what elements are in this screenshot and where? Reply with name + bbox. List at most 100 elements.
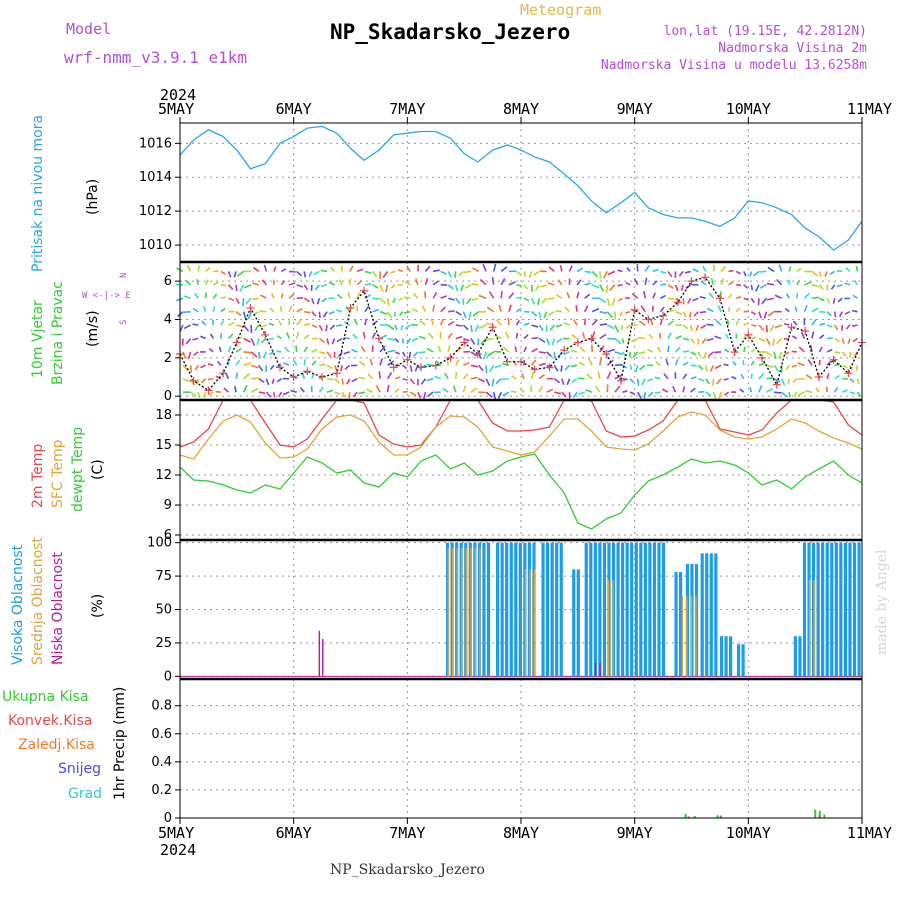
wind-barb (262, 351, 268, 359)
y-tick-label: 9 (164, 498, 172, 513)
wind-barb (740, 373, 745, 380)
wind-barb (402, 364, 408, 370)
wind-barb (187, 351, 192, 360)
wind-barb (667, 320, 674, 326)
wind-barb (486, 351, 495, 357)
y-tick-label: 0.8 (151, 699, 172, 714)
wind-barb (655, 361, 661, 366)
cloud-bar (741, 644, 745, 677)
wind-barb (265, 391, 272, 398)
wind-barb (418, 335, 426, 340)
x-tick-label-bottom: 9MAY (617, 824, 653, 842)
wind-barb (554, 391, 562, 395)
wind-barb (660, 283, 667, 286)
wind-barb (617, 269, 623, 273)
wind-barb (462, 311, 467, 319)
wind-barb (706, 337, 714, 342)
wind-barb (466, 297, 472, 305)
wind-barb (265, 378, 270, 386)
cloud-bar (678, 572, 683, 677)
wind-barb (851, 309, 858, 313)
wind-barb (759, 284, 767, 289)
wind-barb (227, 284, 234, 290)
wind-barb (424, 265, 431, 272)
wind-barb (360, 345, 366, 353)
wind-barb (773, 378, 781, 383)
wind-barb (253, 266, 260, 273)
wind-barb (243, 362, 252, 367)
wind-barb (243, 351, 252, 354)
wind-barb (743, 284, 749, 289)
wind-barb (717, 305, 722, 313)
wind-barb (352, 333, 358, 340)
wind-barb (538, 373, 546, 380)
wind-barb (682, 324, 689, 330)
wind-barb (414, 365, 419, 372)
wind-barb (621, 351, 627, 357)
wind-barb (727, 293, 733, 299)
wind-barb (406, 338, 412, 345)
wind-barb (220, 270, 226, 275)
wind-barb (369, 358, 374, 366)
cloud-bar (550, 542, 554, 677)
wind-barb (620, 324, 624, 331)
wind-barb (296, 284, 304, 288)
wind-barb (784, 307, 790, 313)
wind-barb (619, 311, 624, 317)
cloud-bar (584, 542, 588, 677)
wind-barb (182, 364, 189, 372)
wind-barb (220, 320, 225, 326)
wind-barb (356, 292, 361, 299)
wind-barb (682, 361, 689, 367)
precip-bar (814, 809, 817, 818)
wind-barb (693, 311, 699, 317)
wind-barb (502, 346, 510, 353)
wind-barb (720, 265, 727, 272)
wind-barb (336, 337, 343, 343)
wind-barb (243, 284, 252, 289)
wind-barb (296, 270, 303, 277)
wind-barb (258, 364, 264, 372)
wind-barb (803, 292, 810, 299)
wind-barb (409, 378, 415, 385)
wind-barb (834, 351, 841, 354)
wind-barb (367, 373, 374, 380)
wind-barb (404, 324, 411, 330)
precip-bar (684, 813, 687, 818)
footer-station: NP_Skadarsko_Jezero (330, 862, 485, 878)
wind-barb (826, 348, 833, 353)
precip-legend-conv: Konvek.Kisa (8, 713, 92, 729)
wind-barb (514, 346, 518, 353)
precip-bar (823, 814, 826, 818)
cloud-bar (857, 542, 861, 677)
wind-barb (682, 386, 686, 393)
lonlat-text: lon,lat (19.15E, 42.2812N) (663, 24, 868, 39)
wind-barb (530, 297, 536, 305)
wind-barb (500, 278, 506, 286)
wind-barb (692, 297, 699, 302)
wind-barb (470, 324, 473, 333)
wind-barb (847, 338, 851, 344)
wind-barb (667, 345, 670, 353)
wind-barb (387, 349, 396, 353)
wind-barb (341, 378, 344, 385)
wind-barb (573, 319, 578, 326)
wind-barb (515, 332, 519, 339)
wind-barb (498, 304, 503, 312)
svg-text:W <-|-> E: W <-|-> E (82, 291, 131, 301)
wind-barb (591, 319, 598, 326)
wind-barb (516, 284, 523, 287)
wind-barb (462, 385, 467, 393)
wind-barb (690, 387, 696, 393)
wind-barb (404, 280, 411, 286)
y-tick-label: 6 (164, 528, 172, 543)
wind-barb (257, 351, 261, 359)
wind-barb (680, 284, 684, 291)
cloud-label-low: Niska Oblacnost (50, 552, 66, 665)
cloud-bar (736, 644, 741, 677)
wind-barb (632, 351, 639, 359)
wind-barb (663, 373, 669, 380)
wind-barb (644, 265, 650, 272)
y-tick-label: 75 (155, 569, 172, 584)
wind-barb (356, 268, 364, 273)
